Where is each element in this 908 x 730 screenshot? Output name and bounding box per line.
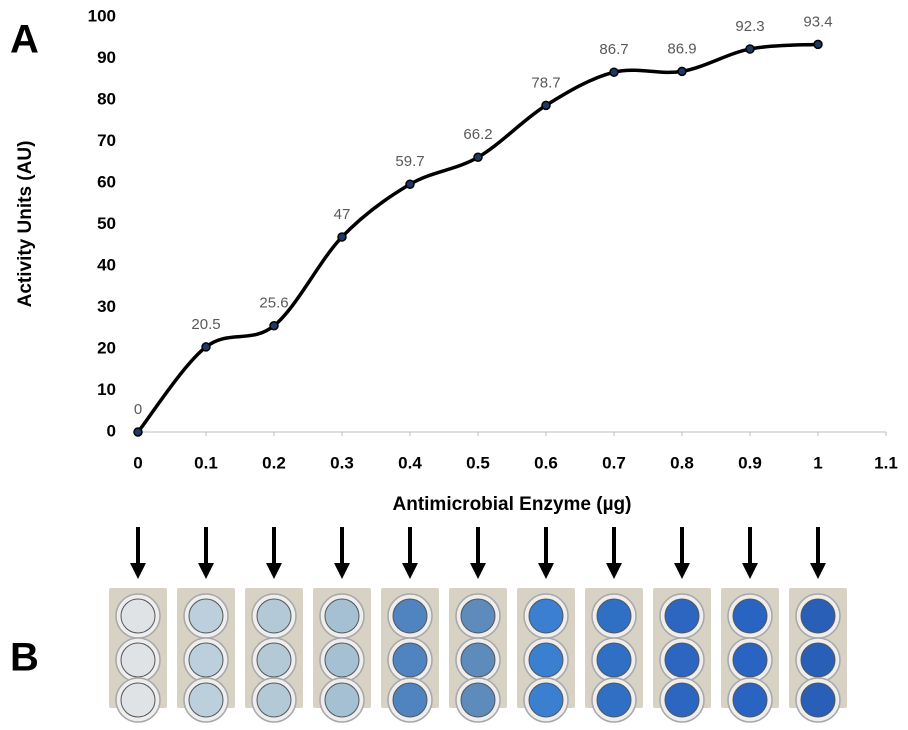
data-label: 92.3 [735, 18, 764, 35]
well [121, 643, 155, 677]
y-tick-label: 20 [97, 338, 116, 357]
well [325, 599, 359, 633]
data-label: 86.7 [599, 41, 628, 58]
point [474, 153, 482, 161]
well [801, 643, 835, 677]
point [678, 67, 686, 75]
x-tick-label: 0.8 [670, 453, 694, 472]
point [338, 233, 346, 241]
data-label: 0 [134, 401, 142, 418]
well [801, 599, 835, 633]
point [610, 68, 618, 76]
data-label: 59.7 [395, 153, 424, 170]
well [121, 683, 155, 717]
y-tick-label: 80 [97, 89, 116, 108]
well [733, 643, 767, 677]
well [801, 683, 835, 717]
x-tick-label: 0 [133, 453, 142, 472]
point [134, 428, 142, 436]
well [529, 599, 563, 633]
data-label: 47 [334, 206, 351, 223]
well [257, 683, 291, 717]
x-tick-label: 0.2 [262, 453, 286, 472]
well [325, 643, 359, 677]
well [461, 599, 495, 633]
arrow-head [606, 563, 622, 579]
well [665, 643, 699, 677]
well [529, 643, 563, 677]
arrow-head [742, 563, 758, 579]
y-tick-label: 100 [88, 6, 116, 25]
well [189, 643, 223, 677]
x-tick-label: 1.1 [874, 453, 898, 472]
y-tick-label: 70 [97, 131, 116, 150]
well [597, 683, 631, 717]
point [814, 40, 822, 48]
well [257, 643, 291, 677]
x-tick-label: 0.1 [194, 453, 218, 472]
data-label: 78.7 [531, 74, 560, 91]
x-tick-label: 0.9 [738, 453, 762, 472]
data-label: 20.5 [191, 316, 220, 333]
x-tick-label: 0.4 [398, 453, 422, 472]
arrow-head [538, 563, 554, 579]
data-label: 93.4 [803, 13, 832, 30]
well [257, 599, 291, 633]
point [202, 343, 210, 351]
x-tick-label: 0.3 [330, 453, 354, 472]
data-label: 66.2 [463, 126, 492, 143]
arrow-head [810, 563, 826, 579]
well [393, 643, 427, 677]
well [189, 599, 223, 633]
well [393, 683, 427, 717]
arrow-head [402, 563, 418, 579]
arrow-head [470, 563, 486, 579]
point [270, 322, 278, 330]
well [189, 683, 223, 717]
arrow-head [198, 563, 214, 579]
line [138, 44, 818, 432]
x-tick-label: 0.7 [602, 453, 626, 472]
y-axis-title: Activity Units (AU) [15, 141, 36, 308]
x-tick-label: 1 [813, 453, 822, 472]
y-tick-label: 50 [97, 214, 116, 233]
y-tick-label: 40 [97, 255, 116, 274]
well [733, 683, 767, 717]
well [733, 599, 767, 633]
y-tick-label: 0 [107, 421, 116, 440]
well [597, 599, 631, 633]
point [542, 101, 550, 109]
x-tick-label: 0.5 [466, 453, 490, 472]
arrow-head [674, 563, 690, 579]
y-tick-label: 30 [97, 297, 116, 316]
data-label: 86.9 [667, 40, 696, 57]
y-tick-label: 90 [97, 48, 116, 67]
well [325, 683, 359, 717]
point [746, 45, 754, 53]
x-tick-label: 0.6 [534, 453, 558, 472]
well [597, 643, 631, 677]
arrow-head [130, 563, 146, 579]
well [461, 683, 495, 717]
figure: A B Antimicrobial Enzyme (µg) Activity U… [0, 0, 908, 730]
arrow-head [334, 563, 350, 579]
y-tick-label: 10 [97, 380, 116, 399]
data-label: 25.6 [259, 295, 288, 312]
point [406, 180, 414, 188]
panel-label: A [10, 18, 39, 62]
well [393, 599, 427, 633]
well [529, 683, 563, 717]
arrow-head [266, 563, 282, 579]
well [665, 683, 699, 717]
panel-label: B [10, 636, 39, 680]
well [121, 599, 155, 633]
y-tick-label: 60 [97, 172, 116, 191]
x-axis-title: Antimicrobial Enzyme (µg) [393, 494, 632, 515]
well [665, 599, 699, 633]
well [461, 643, 495, 677]
